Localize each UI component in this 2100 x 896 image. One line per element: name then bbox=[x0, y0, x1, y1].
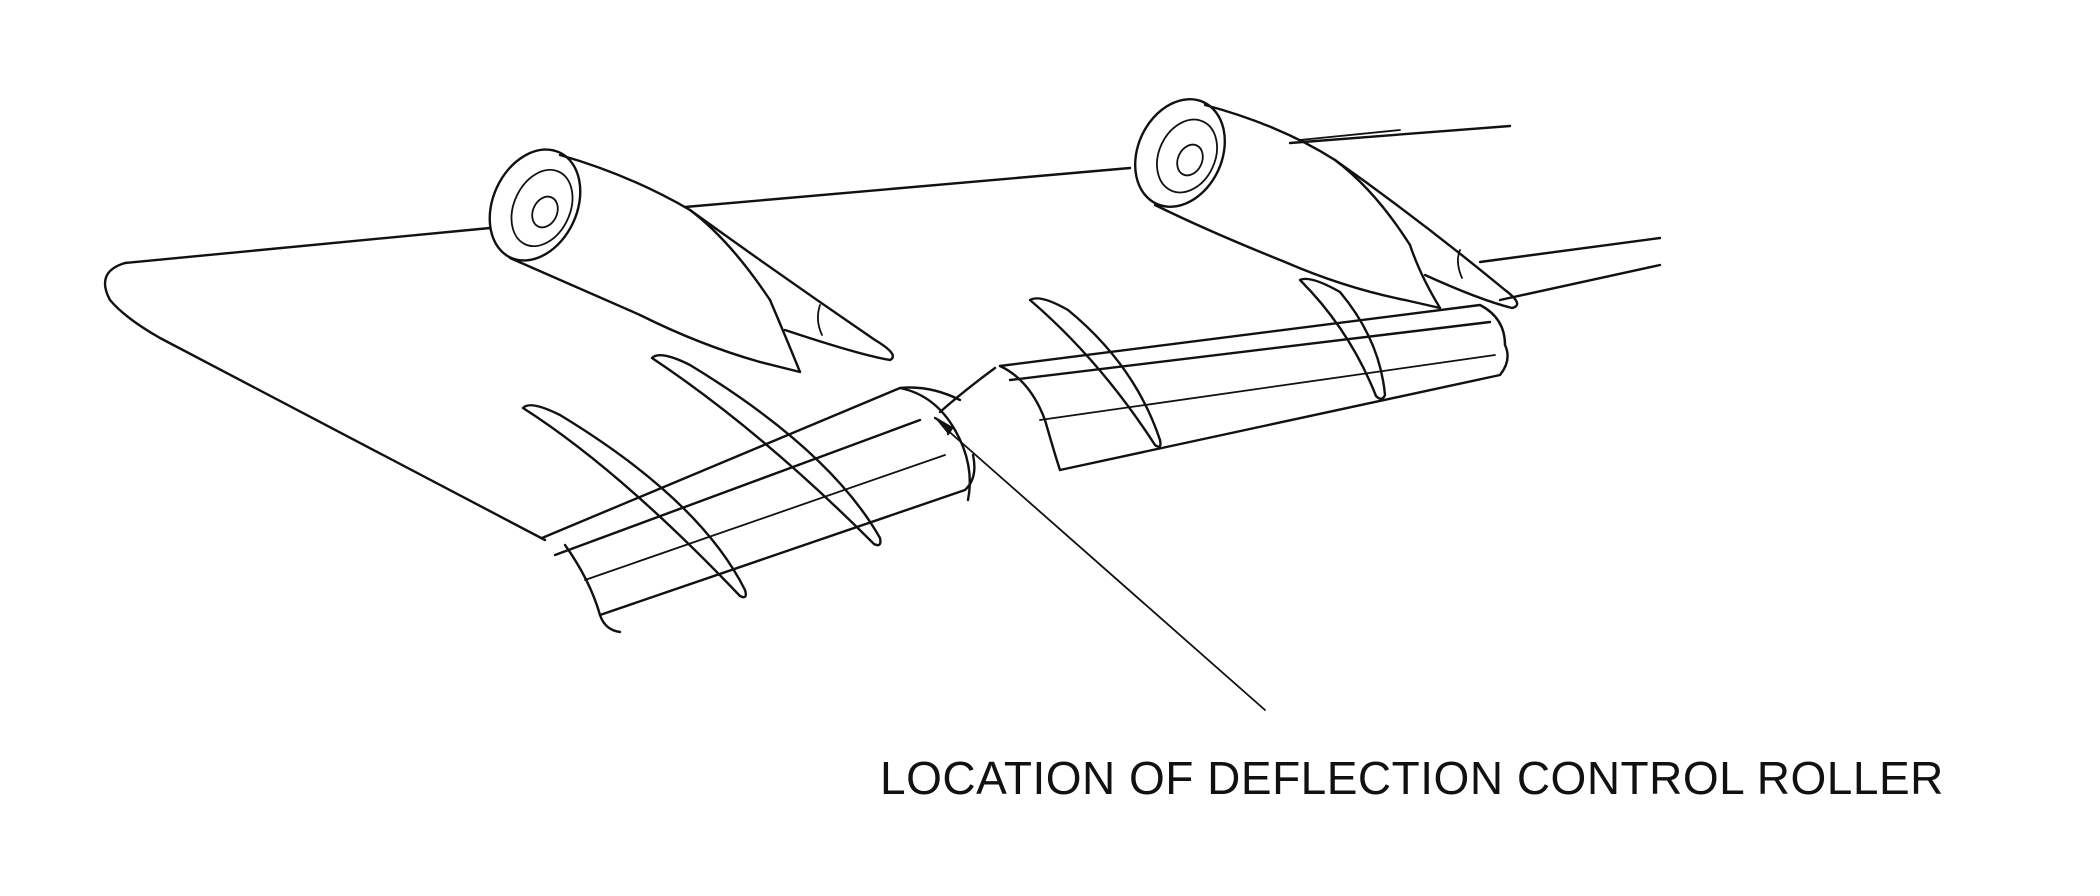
outboard-flap-lower-edge bbox=[598, 453, 976, 617]
callout-leader bbox=[933, 416, 1266, 711]
inboard-engine bbox=[1133, 98, 1519, 310]
inboard-flap-lower-edge bbox=[1058, 343, 1509, 472]
callout-label: LOCATION OF DEFLECTION CONTROL ROLLER bbox=[880, 752, 1944, 804]
flap-fairing-1 bbox=[521, 404, 748, 599]
flap-fairing-2 bbox=[650, 354, 882, 547]
wing-tip bbox=[103, 261, 162, 340]
outboard-flap-upper-edge bbox=[540, 386, 962, 540]
inboard-engine-inlet-inner bbox=[1156, 118, 1218, 194]
flap-gap-line bbox=[938, 366, 997, 414]
outboard-flap-inner-end bbox=[898, 386, 971, 502]
outboard-engine-pylon bbox=[758, 298, 802, 374]
wing-outline bbox=[103, 124, 1662, 542]
outboard-engine-nacelle-lower bbox=[508, 256, 762, 364]
flap-track-fairings bbox=[521, 277, 1387, 599]
inboard-engine-upper-fairing bbox=[1299, 129, 1401, 141]
inboard-engine-spinner bbox=[1176, 143, 1204, 177]
wing-trailing-edge-outboard bbox=[158, 336, 547, 542]
callout-leader-line bbox=[944, 427, 1266, 711]
inboard-engine-pylon bbox=[1403, 243, 1442, 310]
inboard-flap-hinge-line bbox=[1039, 354, 1496, 421]
outboard-engine-exhaust-band bbox=[817, 304, 823, 336]
inboard-engine-exhaust bbox=[1333, 158, 1519, 310]
inboard-flap bbox=[938, 303, 1509, 472]
inboard-engine-inlet bbox=[1133, 98, 1227, 208]
outboard-engine-inlet-inner bbox=[510, 168, 574, 248]
inboard-engine-exhaust-band bbox=[1457, 249, 1463, 279]
inboard-engine-nacelle-lower bbox=[1153, 203, 1407, 302]
outboard-engine bbox=[488, 148, 895, 374]
outboard-flap-hinge-line bbox=[584, 454, 946, 581]
flap-fairing-4 bbox=[1298, 277, 1387, 400]
flap-fairing-3 bbox=[1028, 297, 1162, 448]
wing-trailing-edge-inboard bbox=[1478, 236, 1662, 302]
inboard-engine-nacelle-upper bbox=[1203, 103, 1412, 247]
inboard-flap-mid-line bbox=[1008, 320, 1492, 382]
wing-leading-edge bbox=[123, 124, 1512, 265]
inboard-flap-upper-edge bbox=[998, 303, 1507, 368]
outboard-flap bbox=[540, 386, 976, 634]
outboard-flap-outer-end bbox=[563, 543, 622, 634]
outboard-engine-nacelle-upper bbox=[558, 153, 772, 302]
outboard-engine-spinner bbox=[531, 195, 559, 229]
outboard-flap-mid-line bbox=[553, 418, 922, 557]
outboard-engine-exhaust bbox=[688, 208, 895, 362]
